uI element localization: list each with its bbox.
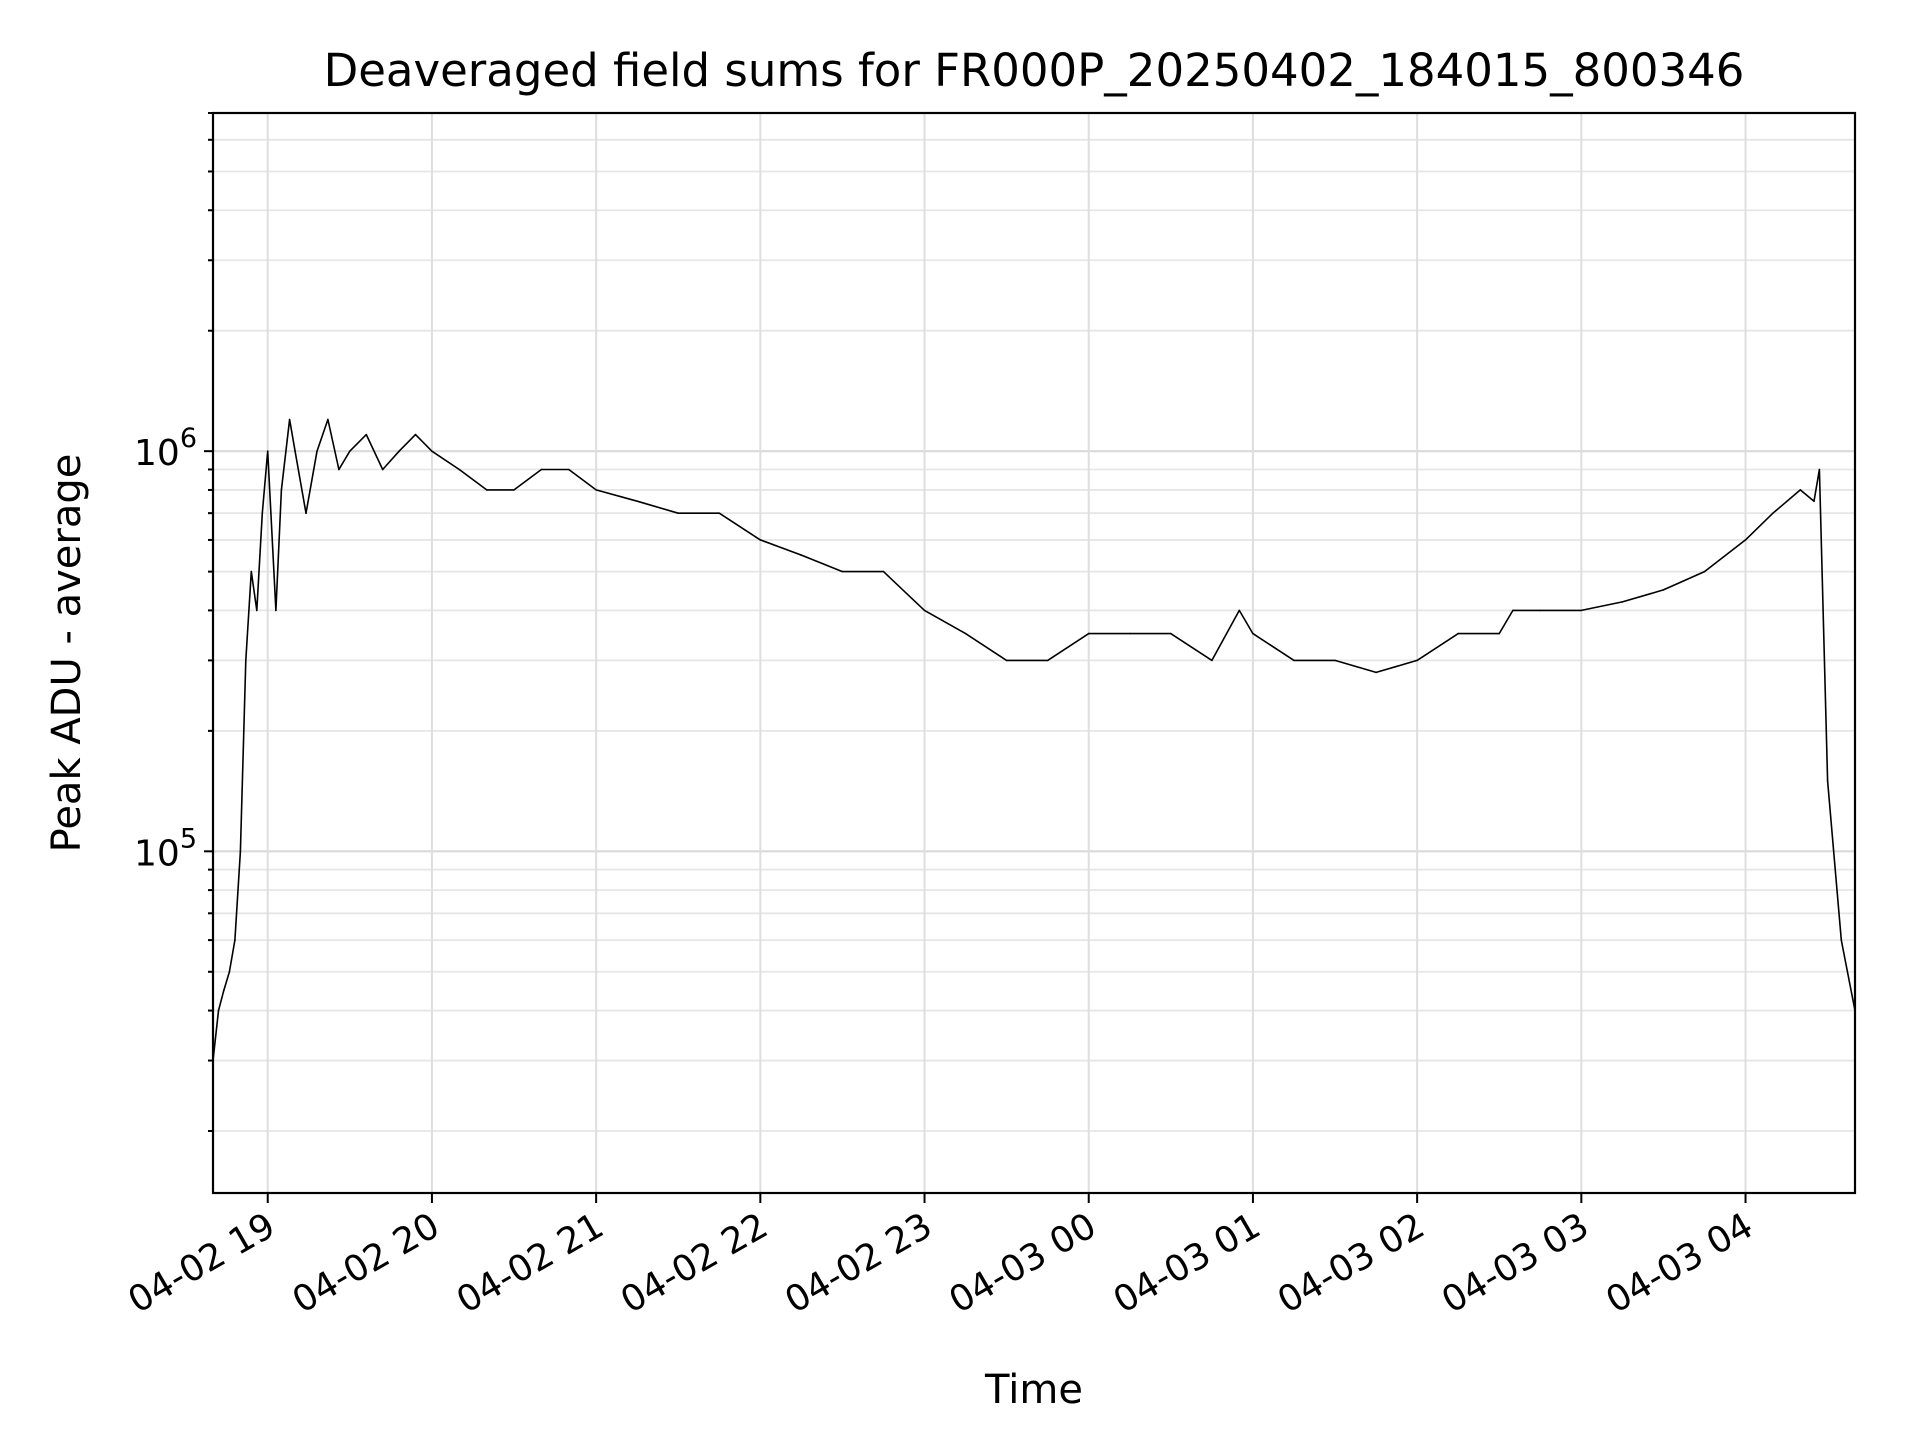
grid — [213, 112, 1855, 1193]
data-point — [261, 512, 264, 514]
data-point — [255, 609, 258, 612]
data-point — [1293, 659, 1295, 662]
data-point — [1238, 609, 1241, 612]
data-point — [964, 632, 967, 635]
y-tick-exponent: 5 — [180, 823, 197, 854]
data-point — [1129, 632, 1131, 635]
data-point — [266, 450, 269, 453]
data-point — [1840, 939, 1843, 941]
data-point — [636, 500, 638, 503]
data-point — [841, 570, 844, 573]
data-point — [305, 512, 307, 514]
data-point — [485, 489, 488, 491]
data-point — [327, 418, 329, 421]
data-point — [1512, 609, 1514, 612]
data-point — [294, 450, 296, 453]
data-point — [1818, 468, 1821, 471]
ticks — [204, 112, 1747, 1203]
data-point — [349, 450, 351, 453]
data-point — [1621, 601, 1624, 603]
data-point — [1087, 632, 1090, 635]
data-point — [338, 468, 340, 471]
data-line — [212, 418, 1856, 1061]
data-point — [245, 659, 247, 662]
data-point — [1772, 512, 1774, 514]
data-point — [1813, 500, 1815, 503]
data-point — [223, 989, 225, 991]
data-point — [1799, 489, 1802, 491]
data-point — [1498, 632, 1500, 635]
data-point — [1170, 632, 1172, 635]
data-point — [1744, 539, 1747, 541]
data-point — [800, 554, 803, 556]
data-point — [228, 971, 231, 973]
data-point — [1539, 609, 1542, 612]
y-tick-exponent: 6 — [180, 423, 197, 454]
y-axis-label: Peak ADU - average — [44, 454, 90, 853]
data-point — [398, 450, 400, 453]
data-point — [234, 939, 236, 941]
data-point — [1334, 659, 1336, 662]
data-point — [217, 1009, 220, 1012]
data-point — [1211, 659, 1213, 662]
data-point — [1662, 589, 1665, 591]
data-point — [718, 512, 721, 514]
data-point — [239, 850, 242, 853]
plot-frame — [211, 111, 1857, 1195]
data-point — [316, 450, 318, 453]
data-point — [1580, 609, 1583, 612]
data-point — [275, 609, 277, 612]
data-point — [1826, 780, 1829, 782]
data-point — [1375, 671, 1377, 674]
data-point — [1703, 570, 1706, 573]
data-point — [458, 468, 461, 471]
data-point — [513, 489, 515, 491]
data-point — [882, 570, 885, 573]
data-point — [365, 433, 368, 436]
data-point — [1046, 659, 1049, 662]
data-point — [1005, 659, 1008, 662]
data-point — [381, 468, 384, 471]
data-point — [568, 468, 570, 471]
x-axis-label: Time — [984, 1367, 1083, 1413]
data-point — [677, 512, 679, 514]
data-point — [1252, 632, 1254, 635]
data-point — [414, 433, 417, 436]
data-layer — [212, 418, 1856, 1062]
chart-title: Deaveraged field sums for FR000P_2025040… — [324, 44, 1745, 97]
data-point — [250, 570, 253, 573]
data-point — [431, 450, 433, 453]
data-point — [288, 418, 291, 421]
data-point — [923, 609, 926, 612]
data-point — [280, 489, 283, 491]
data-point — [1457, 632, 1459, 635]
data-point — [759, 539, 762, 541]
data-point — [595, 489, 597, 491]
data-point — [1416, 659, 1418, 662]
data-point — [540, 468, 543, 471]
